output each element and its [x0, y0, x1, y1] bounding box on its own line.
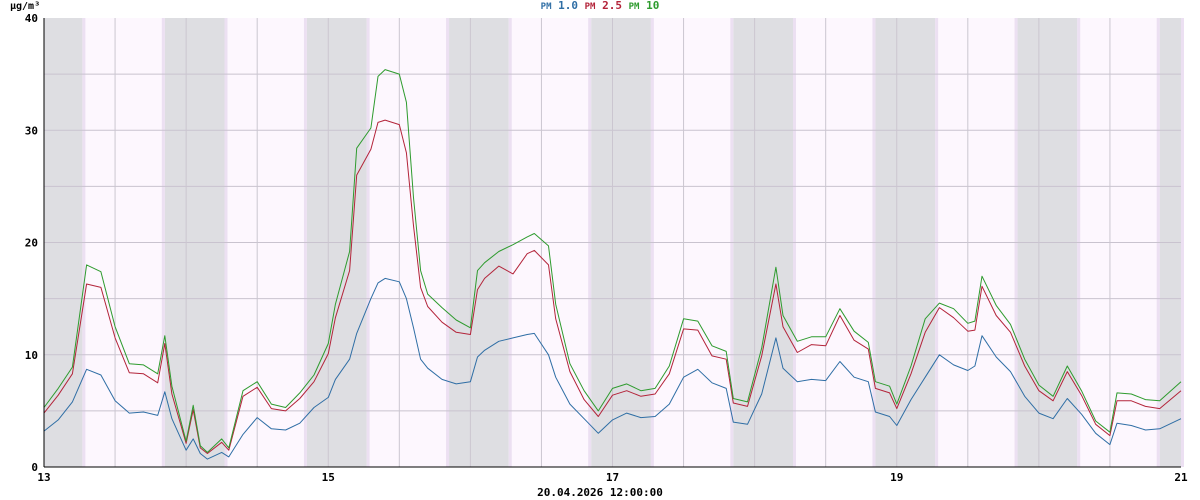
axes	[43, 18, 1181, 468]
legend-value: 2.5	[602, 0, 622, 12]
y-tick-label: 40	[25, 12, 38, 25]
grid-lines	[44, 18, 1181, 467]
tick-labels: 0 10 20 30 40 13 15 17 19 21	[25, 12, 1188, 484]
legend: PM 1.0 PM 2.5 PM 10	[0, 0, 1200, 13]
legend-prefix: PM	[584, 2, 596, 12]
x-tick-label: 21	[1174, 471, 1188, 484]
legend-prefix: PM	[540, 2, 552, 12]
y-tick-label: 10	[25, 349, 38, 362]
legend-value: 10	[646, 0, 660, 12]
y-tick-label: 30	[25, 124, 38, 137]
legend-value: 1.0	[558, 0, 579, 12]
series-line	[43, 119, 1182, 454]
series-line	[43, 69, 1182, 453]
legend-item-pm1: PM 1.0	[541, 0, 585, 12]
timestamp: 20.04.2026 12:00:00	[537, 486, 663, 499]
legend-item-pm25: PM 2.5	[585, 0, 629, 12]
x-tick-label: 15	[322, 471, 335, 484]
x-tick-label: 13	[37, 471, 50, 484]
legend-item-pm10: PM 10	[629, 0, 660, 12]
series-lines	[43, 69, 1182, 460]
y-axis-unit-label: µg/m³	[10, 1, 41, 12]
x-tick-label: 19	[890, 471, 903, 484]
legend-prefix: PM	[628, 2, 640, 12]
night-band-edge	[1181, 18, 1184, 467]
series-line	[43, 277, 1182, 460]
y-tick-label: 20	[25, 237, 38, 250]
x-tick-label: 17	[606, 471, 619, 484]
y-tick-label: 0	[31, 461, 38, 474]
